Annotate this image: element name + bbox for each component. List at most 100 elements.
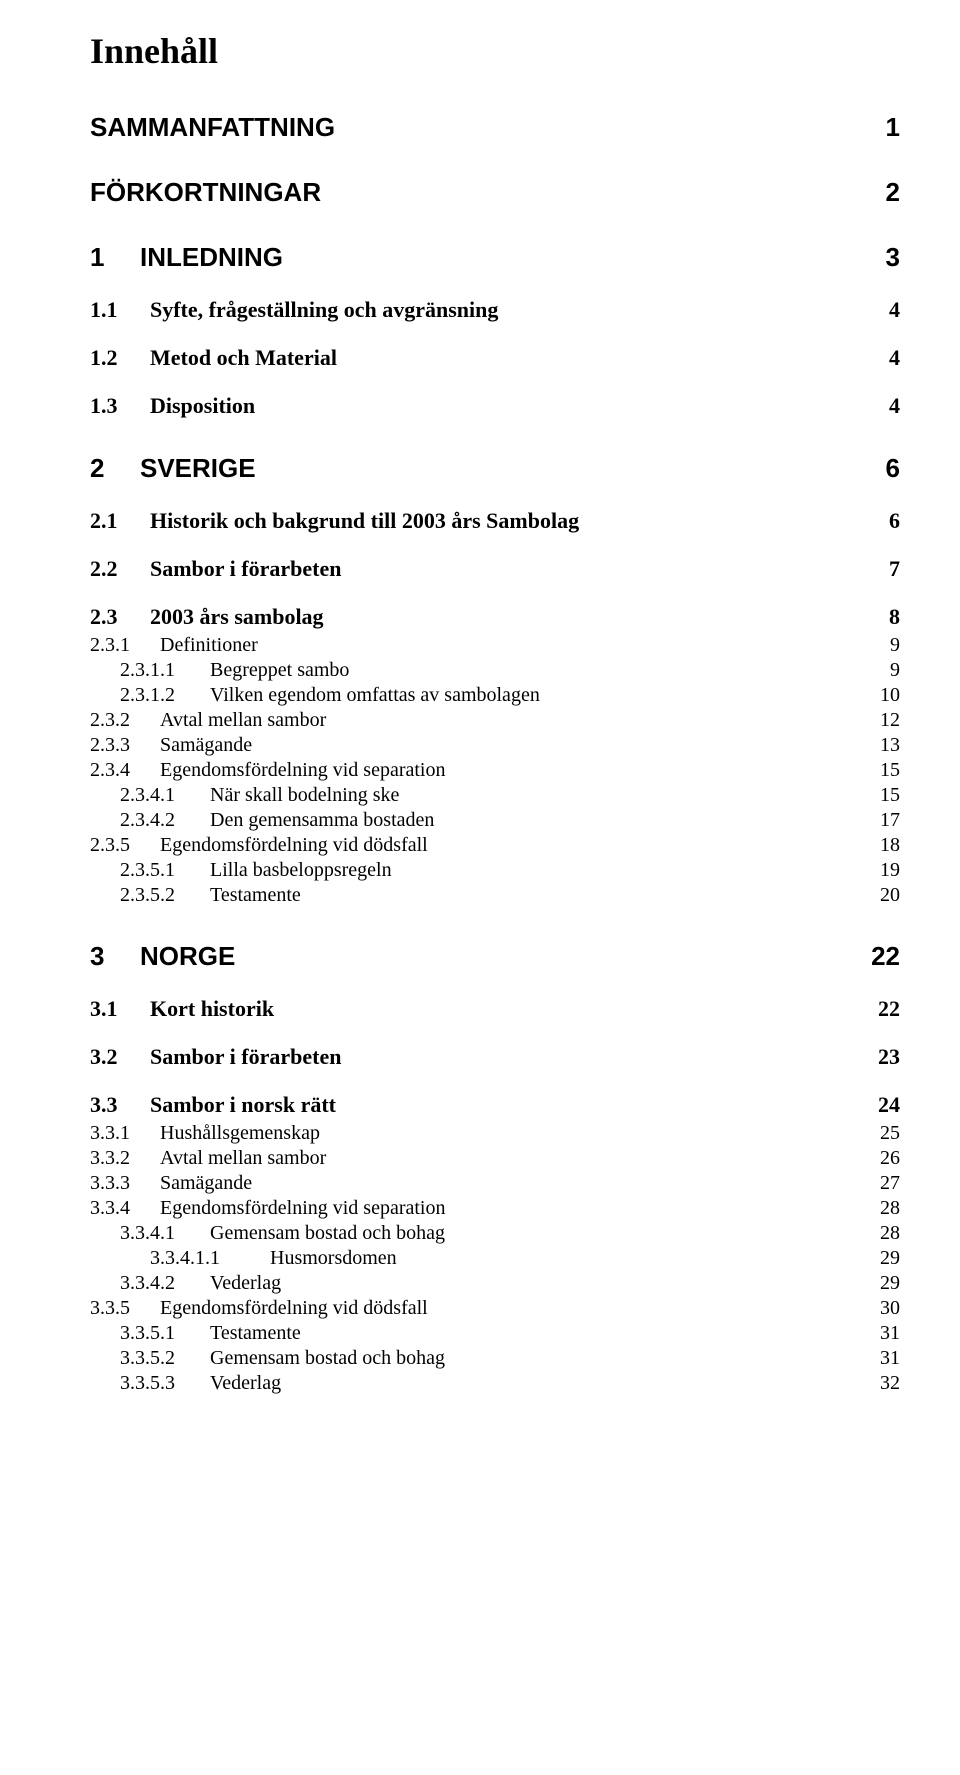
toc-entry-label: 3.1Kort historik bbox=[90, 996, 860, 1022]
toc-page: Innehåll SAMMANFATTNING1 FÖRKORTNINGAR 2 1I… bbox=[0, 0, 960, 1437]
toc-entry-page: 23 bbox=[860, 1044, 900, 1070]
toc-entry-text: Sambor i förarbeten bbox=[150, 556, 341, 581]
toc-entry-number: 2.3.5.1 bbox=[90, 859, 210, 882]
toc-entry-number: 3.3.5.2 bbox=[90, 1347, 210, 1370]
toc-entry-text: Sambor i norsk rätt bbox=[150, 1092, 336, 1117]
toc-entry-label: 2SVERIGE bbox=[90, 453, 860, 484]
toc-entry-label: 1INLEDNING bbox=[90, 242, 860, 273]
toc-entry-number: 1.2 bbox=[90, 345, 150, 371]
toc-entry-label: 2.3.1.2Vilken egendom omfattas av sambol… bbox=[90, 684, 860, 707]
toc-entry-text: Begreppet sambo bbox=[210, 659, 349, 681]
toc-entry-page: 31 bbox=[860, 1322, 900, 1345]
toc-entry-text: När skall bodelning ske bbox=[210, 784, 399, 806]
toc-entry-text: Vilken egendom omfattas av sambolagen bbox=[210, 684, 540, 706]
toc-entry-label: FÖRKORTNINGAR bbox=[90, 177, 860, 208]
toc-entry: SAMMANFATTNING1 bbox=[90, 112, 900, 143]
toc-entry-number: 3.3.4.1 bbox=[90, 1222, 210, 1245]
toc-entry-page: 22 bbox=[860, 941, 900, 972]
toc-entry-page: 17 bbox=[860, 809, 900, 832]
toc-entry-number: 2.3.4.1 bbox=[90, 784, 210, 807]
toc-entry-number: 2.3.2 bbox=[90, 709, 160, 732]
toc-entry: 2.3.1.1Begreppet sambo9 bbox=[90, 659, 900, 682]
toc-entry-text: Gemensam bostad och bohag bbox=[210, 1347, 445, 1369]
toc-entry-page: 28 bbox=[860, 1197, 900, 1220]
toc-entry: 3.3.4.1.1Husmorsdomen29 bbox=[90, 1247, 900, 1270]
toc-entry-number: 3.3.2 bbox=[90, 1147, 160, 1170]
toc-entry-page: 22 bbox=[860, 996, 900, 1022]
toc-entry-label: 2.2Sambor i förarbeten bbox=[90, 556, 860, 582]
toc-entry-page: 20 bbox=[860, 884, 900, 907]
toc-entry-page: 13 bbox=[860, 734, 900, 757]
toc-list: SAMMANFATTNING1 FÖRKORTNINGAR 2 1INLEDNING 3… bbox=[90, 112, 900, 1395]
toc-entry-text: Definitioner bbox=[160, 634, 258, 656]
toc-entry-page: 4 bbox=[860, 345, 900, 371]
toc-entry-number: 2.1 bbox=[90, 508, 150, 534]
toc-entry-text: 2003 års sambolag bbox=[150, 604, 324, 629]
toc-entry-page: 32 bbox=[860, 1372, 900, 1395]
toc-entry-label: 3.2Sambor i förarbeten bbox=[90, 1044, 860, 1070]
toc-entry-page: 18 bbox=[860, 834, 900, 857]
toc-entry-label: 2.3.1Definitioner bbox=[90, 634, 860, 657]
toc-entry-number: 3.2 bbox=[90, 1044, 150, 1070]
toc-entry: 3.2Sambor i förarbeten23 bbox=[90, 1044, 900, 1070]
toc-entry-page: 31 bbox=[860, 1347, 900, 1370]
toc-entry: 2.3.5Egendomsfördelning vid dödsfall18 bbox=[90, 834, 900, 857]
toc-entry-number: 3.3.5 bbox=[90, 1297, 160, 1320]
toc-entry: 3NORGE22 bbox=[90, 941, 900, 972]
toc-entry: 1.2Metod och Material4 bbox=[90, 345, 900, 371]
toc-entry-page: 10 bbox=[860, 684, 900, 707]
toc-entry-label: 2.3.2Avtal mellan sambor bbox=[90, 709, 860, 732]
toc-entry: 3.3Sambor i norsk rätt 24 bbox=[90, 1092, 900, 1118]
toc-entry-page: 6 bbox=[860, 453, 900, 484]
toc-entry-page: 28 bbox=[860, 1222, 900, 1245]
toc-entry-number: 3.3 bbox=[90, 1092, 150, 1118]
toc-entry-page: 7 bbox=[860, 556, 900, 582]
toc-entry: FÖRKORTNINGAR 2 bbox=[90, 177, 900, 208]
toc-entry-text: Egendomsfördelning vid dödsfall bbox=[160, 834, 428, 856]
toc-entry-text: Lilla basbeloppsregeln bbox=[210, 859, 392, 881]
toc-entry-page: 2 bbox=[860, 177, 900, 208]
toc-entry-text: Husmorsdomen bbox=[270, 1247, 397, 1269]
toc-entry-page: 12 bbox=[860, 709, 900, 732]
toc-entry-number: 2.3 bbox=[90, 604, 150, 630]
toc-entry: 3.3.1Hushållsgemenskap25 bbox=[90, 1122, 900, 1145]
toc-entry-label: 2.3.5.1Lilla basbeloppsregeln bbox=[90, 859, 860, 882]
toc-entry-label: 3.3.1Hushållsgemenskap bbox=[90, 1122, 860, 1145]
toc-entry: 3.3.5Egendomsfördelning vid dödsfall30 bbox=[90, 1297, 900, 1320]
toc-entry-text: Vederlag bbox=[210, 1272, 281, 1294]
toc-entry: 2.2Sambor i förarbeten7 bbox=[90, 556, 900, 582]
toc-entry-label: 3.3.5.3Vederlag bbox=[90, 1372, 860, 1395]
toc-entry-text: Egendomsfördelning vid separation bbox=[160, 759, 446, 781]
toc-entry-number: 2.2 bbox=[90, 556, 150, 582]
toc-entry-page: 8 bbox=[860, 604, 900, 630]
toc-entry-number: 3 bbox=[90, 941, 140, 972]
toc-entry-number: 3.3.1 bbox=[90, 1122, 160, 1145]
toc-entry: 2.3.1.2Vilken egendom omfattas av sambol… bbox=[90, 684, 900, 707]
toc-entry-text: Egendomsfördelning vid dödsfall bbox=[160, 1297, 428, 1319]
toc-entry-text: Avtal mellan sambor bbox=[160, 1147, 326, 1169]
toc-entry-page: 25 bbox=[860, 1122, 900, 1145]
toc-entry: 2.1Historik och bakgrund till 2003 års S… bbox=[90, 508, 900, 534]
toc-entry-text: Sambor i förarbeten bbox=[150, 1044, 341, 1069]
toc-entry-page: 29 bbox=[860, 1247, 900, 1270]
toc-entry: 3.3.4Egendomsfördelning vid separation 28 bbox=[90, 1197, 900, 1220]
toc-entry-text: Egendomsfördelning vid separation bbox=[160, 1197, 446, 1219]
toc-entry-number: 3.3.4.2 bbox=[90, 1272, 210, 1295]
toc-entry-label: 2.3.1.1Begreppet sambo bbox=[90, 659, 860, 682]
page-title: Innehåll bbox=[90, 30, 900, 72]
toc-entry-page: 19 bbox=[860, 859, 900, 882]
toc-entry-number: 3.3.4 bbox=[90, 1197, 160, 1220]
toc-entry-text: Testamente bbox=[210, 1322, 301, 1344]
toc-entry-page: 24 bbox=[860, 1092, 900, 1118]
toc-entry: 2.3.5.2Testamente20 bbox=[90, 884, 900, 907]
toc-entry-page: 9 bbox=[860, 634, 900, 657]
toc-entry: 2.32003 års sambolag 8 bbox=[90, 604, 900, 630]
toc-entry-page: 15 bbox=[860, 784, 900, 807]
toc-entry-number: 3.3.3 bbox=[90, 1172, 160, 1195]
toc-entry-number: 3.1 bbox=[90, 996, 150, 1022]
toc-entry-text: Historik och bakgrund till 2003 års Samb… bbox=[150, 508, 579, 533]
toc-entry-text: FÖRKORTNINGAR bbox=[90, 177, 321, 207]
toc-entry-label: 3.3.3Samägande bbox=[90, 1172, 860, 1195]
toc-entry-label: 1.3Disposition bbox=[90, 393, 860, 419]
toc-entry-page: 27 bbox=[860, 1172, 900, 1195]
